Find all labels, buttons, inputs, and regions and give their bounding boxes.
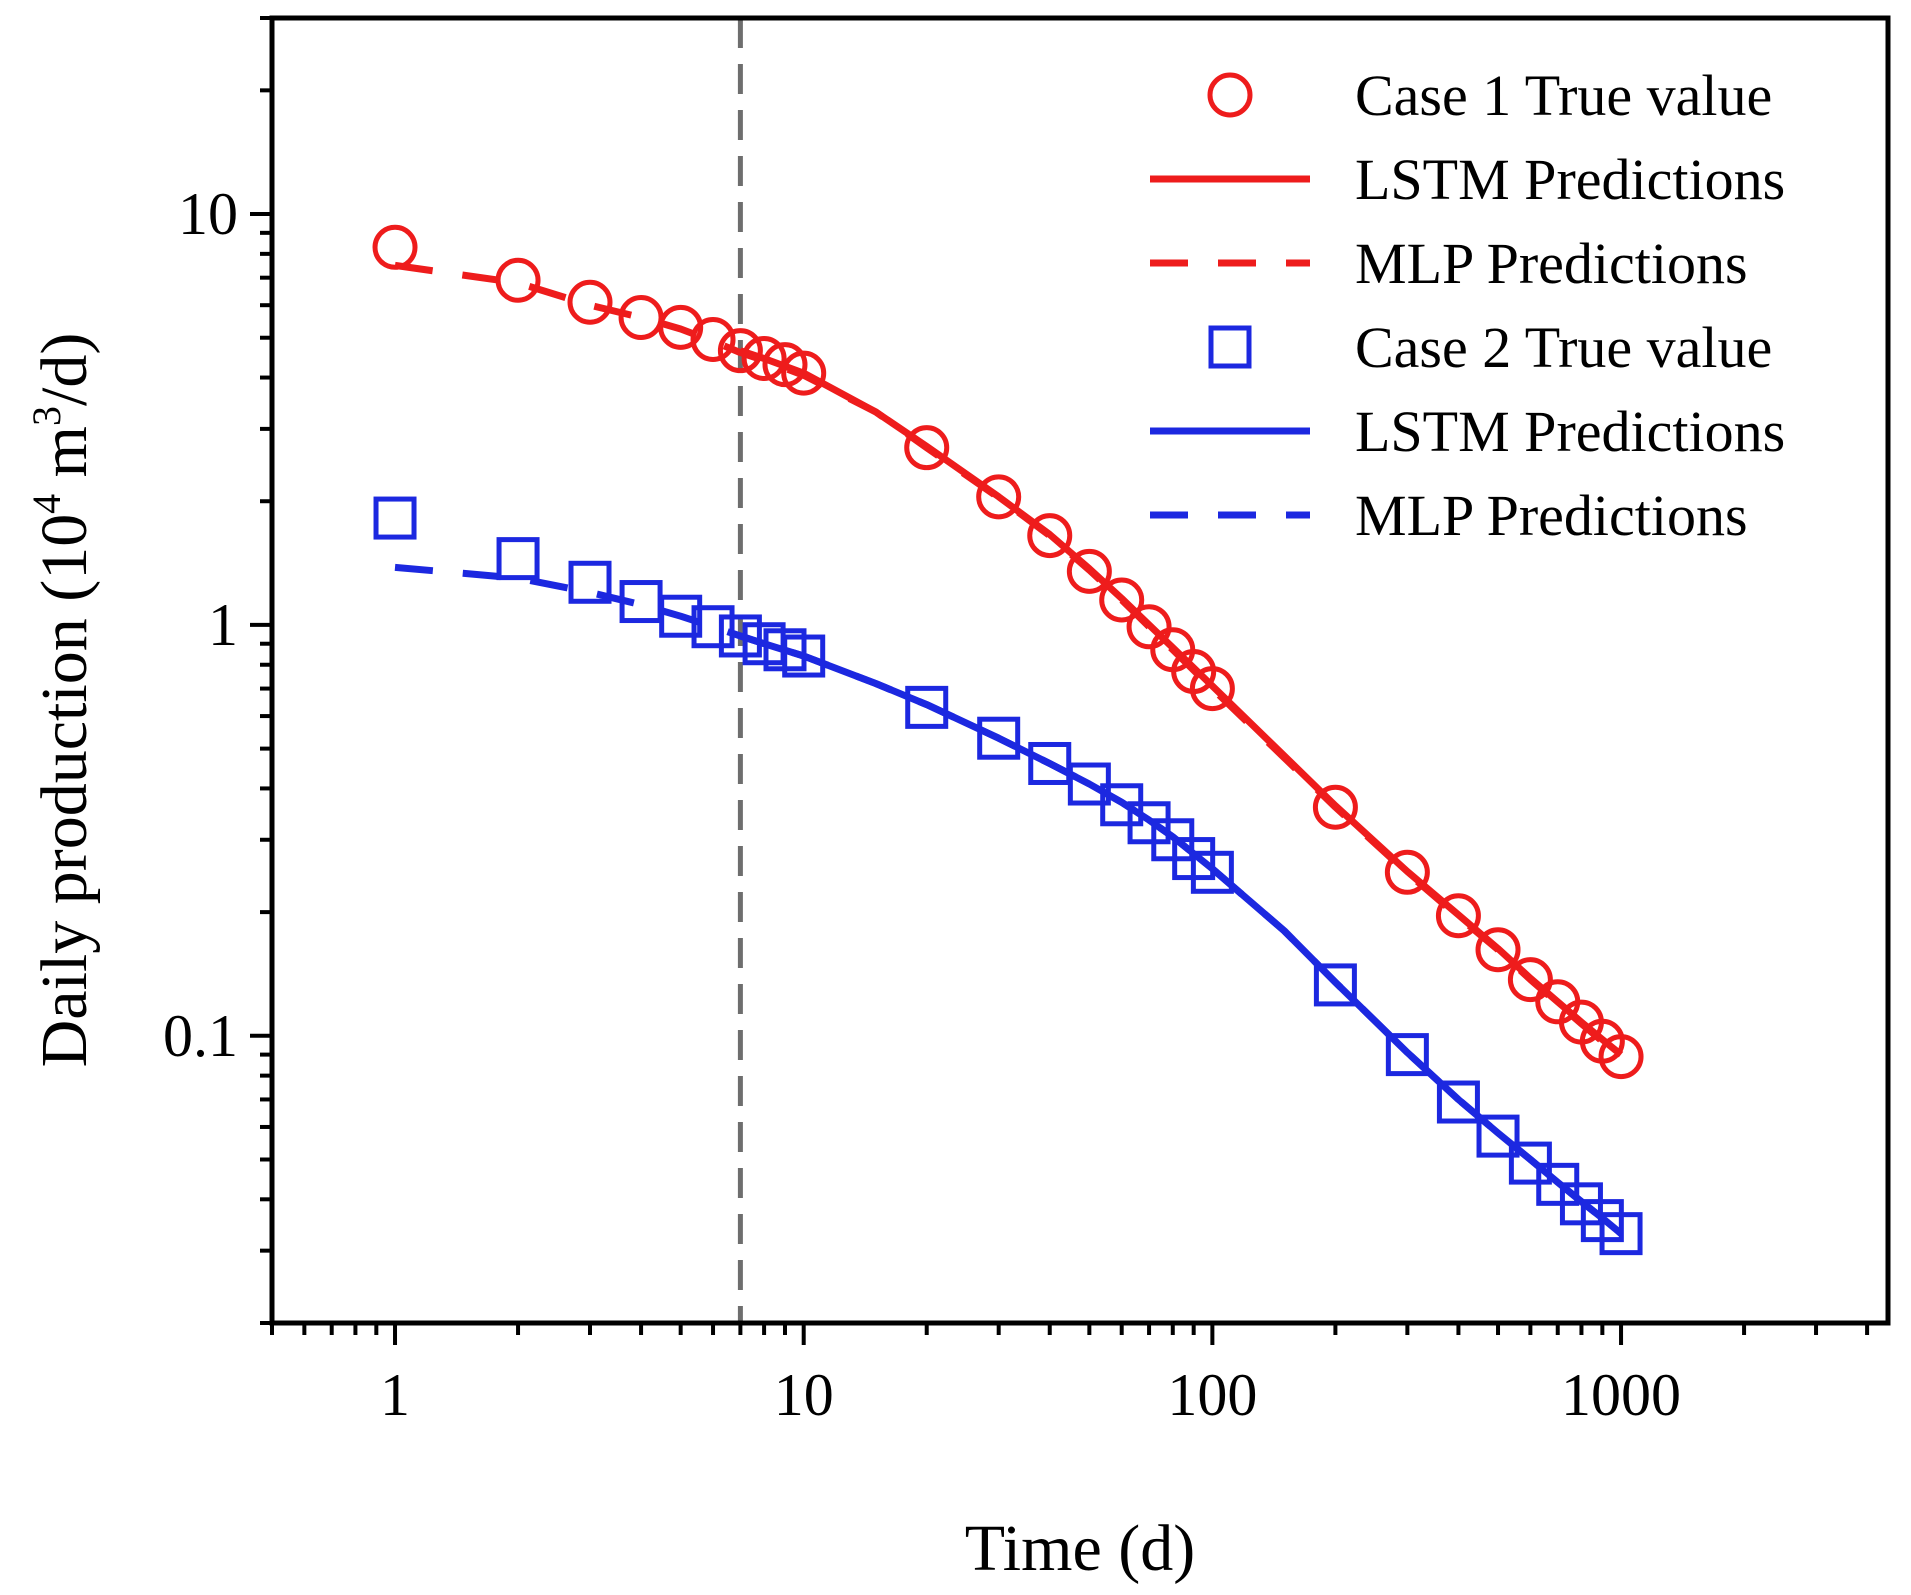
case1-marker-circle [1189, 666, 1235, 712]
case2-marker-square [905, 685, 949, 729]
y-axis-title-sup2: 3 [24, 406, 69, 426]
legend-label: LSTM Predictions [1355, 399, 1785, 464]
legend: Case 1 True value LSTM Predictions MLP Pre… [1150, 63, 1785, 548]
case1-marker-circle [1435, 893, 1481, 939]
legend-label: LSTM Predictions [1355, 147, 1785, 212]
y-axis-title-suffix: /d) [28, 333, 101, 406]
case1-marker-circle [717, 328, 763, 374]
case1-marker-circle [690, 317, 736, 363]
case2-marker-square [373, 496, 417, 540]
legend-label: MLP Predictions [1355, 231, 1748, 296]
case1-marker-circle [904, 425, 950, 471]
case1-marker-circle [1312, 784, 1358, 830]
case2-marker-square [782, 634, 826, 678]
case2-marker-square [977, 716, 1021, 760]
case1-dashed-line [394, 261, 1624, 1060]
case2-marker-square [1599, 1212, 1643, 1256]
case1-marker-circle [495, 257, 541, 303]
x-tick-label: 100 [1167, 1362, 1257, 1428]
case1-marker-circle [1027, 513, 1073, 559]
case1-marker-circle [1126, 604, 1172, 650]
case2-marker-square [718, 614, 762, 658]
case2-solid-line [739, 632, 1624, 1237]
case1-marker-circle [1099, 577, 1145, 623]
y-axis-title: Daily production (104 m3/d) [24, 333, 101, 1068]
x-axis-title: Time (d) [965, 1512, 1195, 1585]
case2-marker-square [1190, 850, 1234, 894]
plot-layer [372, 18, 1644, 1323]
y-tick-label: 1 [208, 592, 238, 658]
y-tick-label: 10 [178, 181, 238, 247]
case1-marker-circle [741, 336, 787, 382]
case2-marker-square [568, 560, 612, 604]
y-axis-title-prefix: Daily production (10 [28, 514, 101, 1068]
case1-marker-circle [781, 350, 827, 396]
case1-marker-circle [976, 474, 1022, 520]
legend-symbol-circle [1207, 72, 1253, 118]
legend-label: Case 1 True value [1355, 63, 1772, 128]
plot-frame [269, 15, 1891, 1326]
x-tick-label: 1 [380, 1362, 410, 1428]
y-tick-label: 0.1 [163, 1003, 238, 1069]
case1-marker-circle [1598, 1034, 1644, 1080]
case2-marker-square [659, 594, 703, 638]
legend-symbol-square [1208, 325, 1252, 369]
case2-marker-square [1476, 1114, 1520, 1158]
case1-marker-circle [1475, 927, 1521, 973]
case1-marker-circle [1507, 957, 1553, 1003]
case1-marker-circle [1066, 548, 1112, 594]
legend-label: Case 2 True value [1355, 315, 1772, 380]
case1-marker-circle [567, 279, 613, 325]
case1-marker-circle [658, 304, 704, 350]
y-axis-title-sup1: 4 [24, 494, 69, 514]
legend-label: MLP Predictions [1355, 483, 1748, 548]
case2-marker-square [1385, 1033, 1429, 1077]
case1-marker-circle [372, 224, 418, 270]
case2-marker-square [1436, 1080, 1480, 1124]
case2-marker-square [496, 537, 540, 581]
case2-marker-square [1313, 963, 1357, 1007]
x-tick-label: 10 [774, 1362, 834, 1428]
case1-marker-circle [1384, 849, 1430, 895]
x-tick-label: 1000 [1561, 1362, 1681, 1428]
y-axis-title-mid: m [28, 426, 101, 494]
axes-layer: 1 10 100 1000 0.1 1 10 [163, 15, 1891, 1428]
case2-marker-square [691, 605, 735, 649]
